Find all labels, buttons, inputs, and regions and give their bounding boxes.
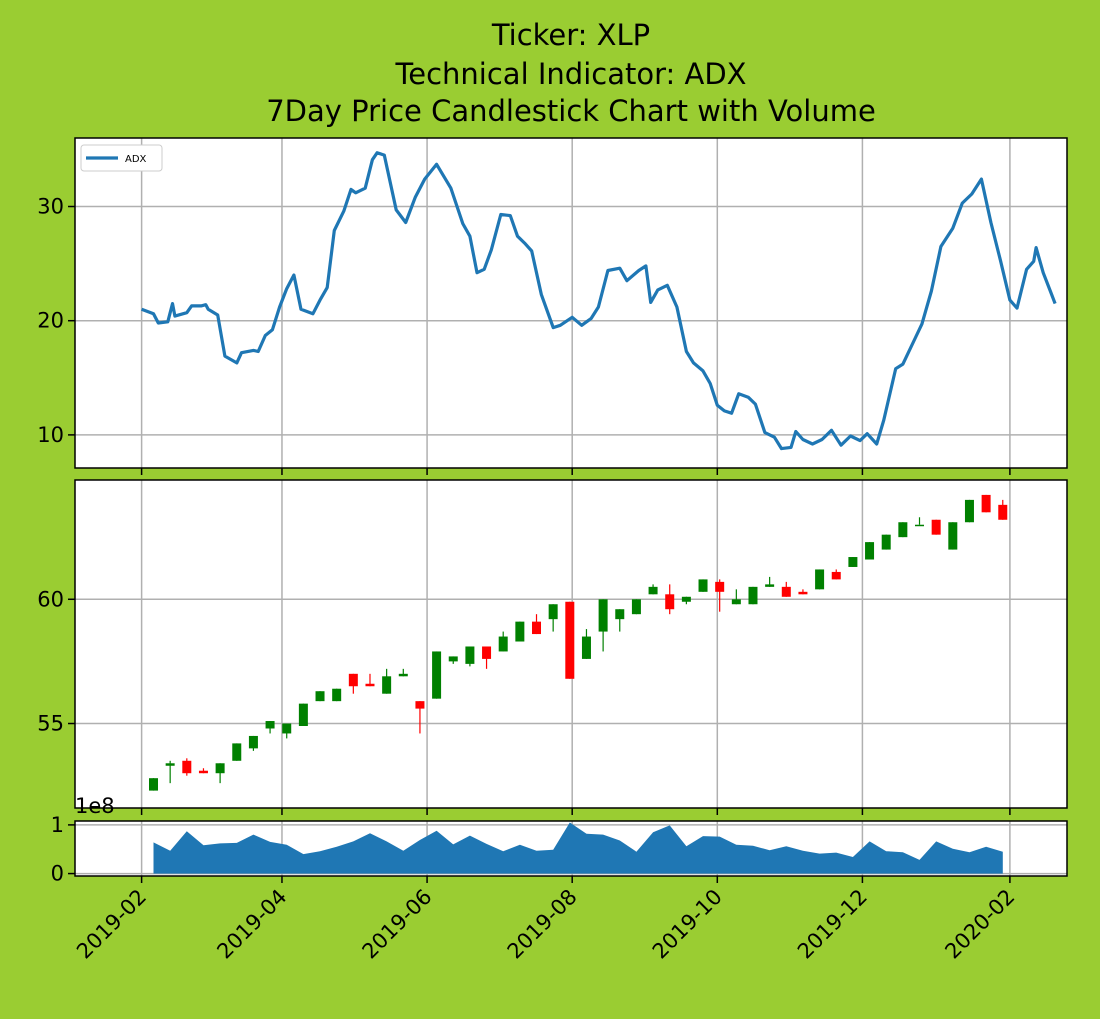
candle-body-2019-10-09	[731, 599, 741, 605]
candle-body-2019-09-04	[648, 586, 658, 595]
y-tick-label-1: 1	[51, 813, 64, 837]
candle-body-2019-04-03	[282, 723, 292, 734]
price-y-axis: 55 60	[37, 587, 75, 736]
candle-body-2019-05-01	[348, 673, 358, 687]
volume-area	[153, 822, 1003, 874]
candle-body-2019-08-07	[581, 636, 591, 659]
legend: ADX	[80, 144, 163, 172]
candle-body-2019-07-10	[515, 621, 525, 642]
candle-body-2019-12-11	[881, 534, 891, 550]
y-tick-label-10: 10	[37, 423, 64, 447]
candle-body-2019-03-13	[232, 743, 242, 761]
candle-body-2019-05-29	[415, 701, 425, 709]
candle-body-2019-07-31	[565, 601, 575, 679]
candle-body-2019-07-03	[498, 636, 508, 652]
candle-body-2019-06-05	[432, 651, 442, 699]
candle-body-2019-03-27	[265, 721, 275, 729]
indicator-x-ticks	[140, 468, 1011, 475]
candle-body-2019-05-08	[365, 683, 375, 687]
candle-body-2019-10-23	[765, 584, 775, 587]
candle-body-2019-02-13	[165, 763, 175, 766]
candle-body-2019-09-18	[681, 596, 691, 602]
indicator-panel: ADX 10 20 30	[37, 137, 1068, 475]
candle-body-2019-10-16	[748, 586, 758, 605]
candle-body-2020-01-22	[981, 494, 991, 513]
candle-body-2019-11-06	[798, 591, 808, 595]
indicator-panel-background	[75, 138, 1067, 468]
y-tick-label-60: 60	[37, 587, 64, 611]
candle-body-2019-02-20	[182, 760, 192, 774]
candle-body-2019-09-25	[698, 579, 708, 592]
price-panel-frame	[74, 479, 1068, 809]
candle-body-2019-04-10	[298, 703, 308, 726]
candle-body-2019-06-26	[482, 646, 492, 659]
candle-body-2020-01-15	[964, 499, 974, 523]
candle-body-2019-06-19	[465, 646, 475, 664]
chart-title-line-2: Technical Indicator: ADX	[394, 57, 746, 91]
candle-body-2019-11-27	[848, 557, 858, 567]
candle-body-2020-01-01	[931, 519, 941, 535]
legend-box	[80, 144, 163, 172]
candle-body-2020-01-29	[998, 504, 1008, 520]
candle-body-2019-10-02	[715, 581, 725, 592]
candle-body-2019-06-12	[448, 656, 458, 662]
candle-body-2019-10-30	[781, 586, 791, 597]
candle-body-2019-07-24	[548, 604, 558, 620]
candle-body-2019-08-28	[631, 599, 641, 615]
price-panel: 55 60	[37, 479, 1068, 815]
indicator-panel-frame	[74, 137, 1068, 469]
volume-panel-frame	[74, 820, 1068, 877]
candle-body-2019-09-11	[665, 594, 675, 610]
chart-title-line-3: 7Day Price Candlestick Chart with Volume	[266, 94, 876, 128]
candle-body-2019-04-24	[332, 688, 342, 702]
adx-line	[141, 151, 1057, 451]
candle-body-2019-03-06	[215, 763, 225, 774]
y-tick-label-20: 20	[37, 309, 64, 333]
legend-label-adx: ADX	[125, 154, 147, 165]
candle-body-2019-07-17	[532, 621, 542, 635]
candle-body-2019-05-22	[398, 673, 408, 677]
y-tick-label-30: 30	[37, 195, 64, 219]
candle-body-2019-11-13	[815, 569, 825, 590]
candle-body-2019-08-21	[615, 609, 625, 620]
candle-body-2020-01-08	[948, 522, 958, 550]
candle-body-2019-12-04	[865, 542, 875, 560]
candle-body-2019-05-15	[382, 676, 392, 694]
price-x-ticks	[140, 808, 1011, 815]
candle-body-2019-12-25	[915, 524, 925, 527]
y-tick-label-55: 55	[37, 712, 64, 736]
candle-body-2019-03-20	[248, 735, 258, 749]
candle-body-2019-11-20	[831, 571, 841, 580]
y-tick-label-0: 0	[51, 862, 64, 886]
candle-body-2019-04-17	[315, 691, 325, 702]
candle-body-2019-08-14	[598, 599, 608, 632]
candle-body-2019-02-06	[149, 778, 159, 791]
candle-body-2019-02-27	[198, 770, 208, 774]
volume-y-axis: 01	[51, 813, 75, 886]
candle-body-2019-12-18	[898, 522, 908, 538]
volume-offset-label: 1e8	[75, 794, 115, 818]
indicator-y-axis: 10 20 30	[37, 195, 75, 447]
chart-title-line-1: Ticker: XLP	[491, 18, 650, 52]
candlesticks	[149, 494, 1008, 791]
